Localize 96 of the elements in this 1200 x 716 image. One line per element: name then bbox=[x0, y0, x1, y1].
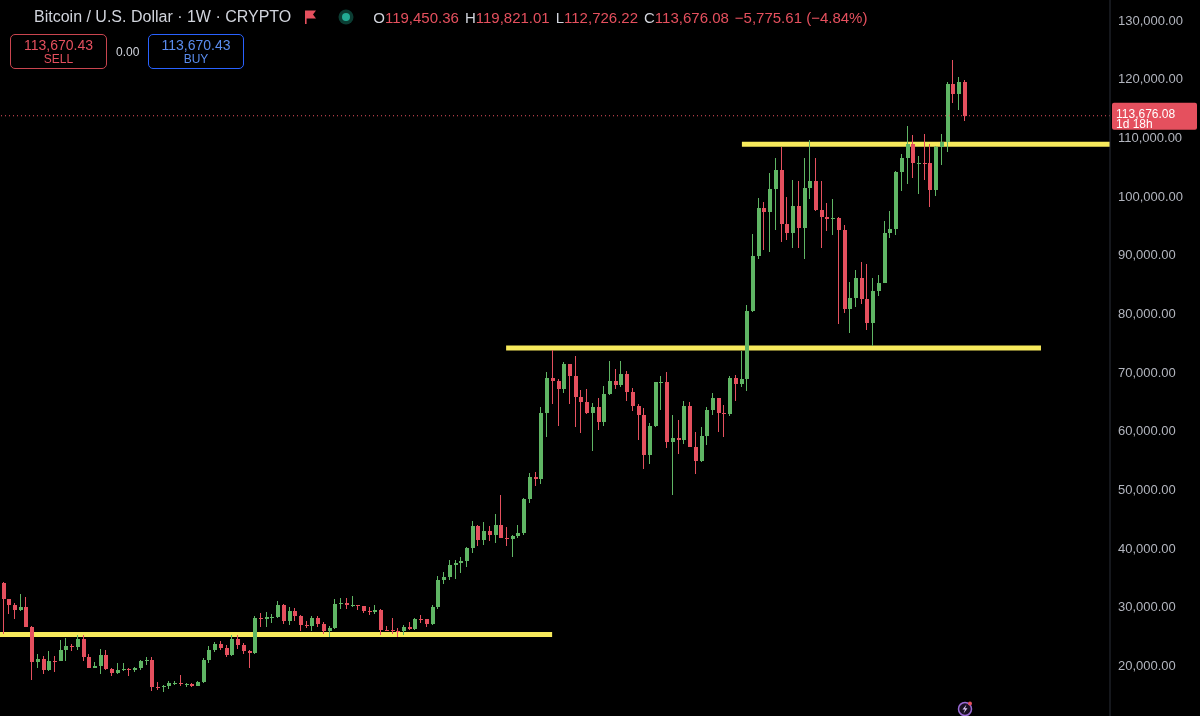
candlestick bbox=[905, 125, 910, 185]
candlestick bbox=[910, 134, 915, 179]
candlestick bbox=[258, 612, 263, 628]
candlestick bbox=[590, 402, 595, 452]
candlestick bbox=[956, 76, 961, 111]
candlestick bbox=[876, 274, 881, 297]
annotation: 0.00 bbox=[116, 45, 140, 59]
candlestick bbox=[98, 648, 103, 675]
annotation: BUY bbox=[183, 52, 209, 66]
candlestick bbox=[939, 133, 944, 166]
candlestick bbox=[607, 360, 612, 396]
candlestick bbox=[887, 210, 892, 239]
candlestick bbox=[470, 520, 475, 554]
candlestick bbox=[338, 597, 343, 610]
candlestick bbox=[23, 596, 28, 628]
candlestick bbox=[676, 419, 681, 455]
candlestick bbox=[584, 388, 589, 415]
candlestick bbox=[899, 153, 904, 192]
candlestick bbox=[475, 524, 480, 547]
annotation: O119,450.36 bbox=[373, 8, 459, 26]
candlestick bbox=[739, 350, 744, 388]
candlestick bbox=[859, 261, 864, 305]
candlestick bbox=[796, 180, 801, 249]
candlestick bbox=[46, 650, 51, 672]
candlestick bbox=[63, 637, 68, 662]
y-tick-label: 60,000.00 bbox=[1118, 423, 1176, 439]
candlestick bbox=[498, 494, 503, 539]
candlestick bbox=[510, 534, 515, 558]
annotation: L112,726.22 bbox=[555, 8, 639, 26]
candlestick bbox=[504, 526, 509, 547]
candlestick bbox=[103, 649, 108, 671]
candlestick bbox=[807, 139, 812, 200]
candlestick bbox=[916, 155, 921, 195]
candlestick bbox=[567, 363, 572, 405]
candlestick bbox=[670, 414, 675, 496]
candlestick bbox=[784, 196, 789, 241]
candlestick bbox=[721, 404, 726, 438]
candlestick bbox=[767, 172, 772, 253]
candlestick bbox=[481, 521, 486, 546]
y-tick-label: 30,000.00 bbox=[1118, 599, 1176, 615]
candlestick bbox=[527, 472, 532, 504]
annotation: 113,670.43 bbox=[161, 37, 231, 53]
y-tick-label: 20,000.00 bbox=[1118, 658, 1176, 674]
candlestick bbox=[430, 604, 435, 626]
candlestick bbox=[847, 281, 852, 334]
y-tick-label: 40,000.00 bbox=[1118, 540, 1176, 556]
annotation: SELL bbox=[43, 52, 74, 66]
candlestick bbox=[378, 608, 383, 636]
candlestick bbox=[550, 349, 555, 405]
annotation: −5,775.61 (−4.84%) bbox=[734, 8, 868, 26]
candlestick bbox=[556, 378, 561, 427]
candlestick bbox=[618, 360, 623, 388]
candlestick bbox=[201, 657, 206, 684]
candlestick bbox=[596, 398, 601, 431]
y-tick-label: 90,000.00 bbox=[1118, 247, 1176, 263]
text: Bitcoin / U.S. Dollar · 1W · CRYPTO bbox=[34, 8, 292, 26]
candlestick bbox=[578, 389, 583, 434]
candlestick bbox=[716, 397, 721, 433]
y-tick-label: 130,000.00 bbox=[1118, 12, 1184, 28]
candlestick bbox=[693, 431, 698, 475]
y-tick-label: 80,000.00 bbox=[1118, 306, 1176, 322]
candlestick bbox=[636, 403, 641, 441]
candlestick bbox=[573, 355, 578, 428]
candlestick bbox=[350, 595, 355, 608]
annotation: C113,676.08 bbox=[644, 8, 729, 26]
candlestick bbox=[1, 581, 6, 635]
y-tick-label: 120,000.00 bbox=[1118, 71, 1184, 87]
candlestick bbox=[830, 198, 835, 236]
y-tick-label: 50,000.00 bbox=[1118, 482, 1176, 498]
candlestick bbox=[52, 655, 57, 673]
candlestick bbox=[853, 269, 858, 308]
candlestick bbox=[390, 617, 395, 635]
annotation: H119,821.01 bbox=[464, 8, 550, 26]
candlestick bbox=[733, 374, 738, 402]
candlestick bbox=[453, 559, 458, 580]
candlestick bbox=[493, 513, 498, 544]
candlestick bbox=[229, 634, 234, 657]
candlestick bbox=[824, 202, 829, 232]
candlestick bbox=[773, 157, 778, 231]
candlestick bbox=[950, 59, 955, 104]
candlestick bbox=[464, 546, 469, 568]
candlestick bbox=[624, 370, 629, 402]
candlestick bbox=[447, 559, 452, 581]
annotation: 113,670.43 bbox=[23, 37, 94, 53]
candlestick bbox=[710, 392, 715, 416]
ref-line-label: 113,676.08 bbox=[1116, 106, 1176, 121]
y-tick-label: 70,000.00 bbox=[1118, 364, 1176, 380]
y-tick-label: 100,000.00 bbox=[1118, 188, 1184, 204]
candlestick bbox=[281, 603, 286, 625]
candlestick bbox=[81, 634, 86, 662]
candlestick bbox=[819, 180, 824, 249]
y-tick-label: 110,000.00 bbox=[1118, 129, 1183, 145]
candlestick bbox=[761, 201, 766, 251]
candlestick bbox=[836, 216, 841, 325]
candlestick bbox=[864, 263, 869, 331]
candlestick bbox=[630, 387, 635, 412]
